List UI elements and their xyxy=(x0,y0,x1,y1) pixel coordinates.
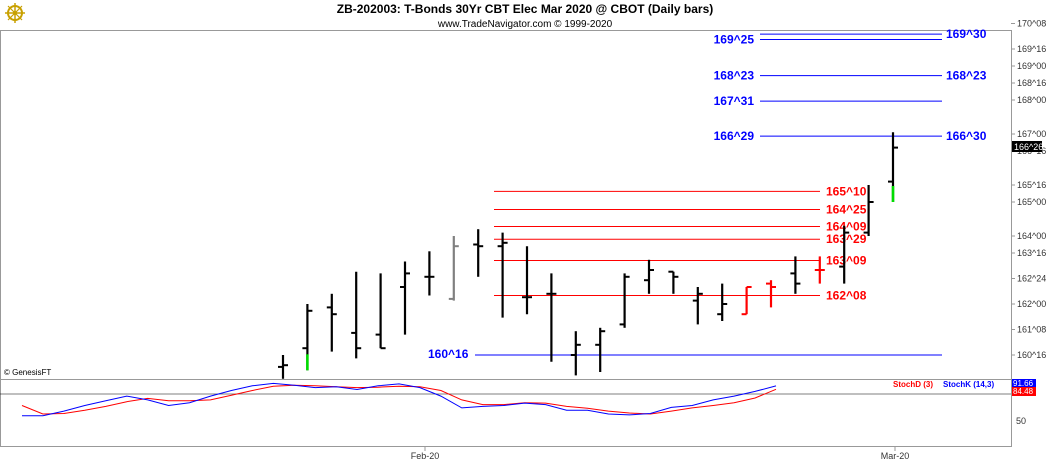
level-label: 162^08 xyxy=(826,289,867,303)
level-label: 164^25 xyxy=(826,202,867,216)
ohlc-bar xyxy=(473,229,484,277)
level-label: 163^09 xyxy=(826,253,867,267)
level-label: 168^23 xyxy=(714,69,755,83)
ship-wheel-logo-icon xyxy=(5,3,25,23)
ohlc-bar xyxy=(595,327,606,372)
ohlc-bar xyxy=(375,273,386,350)
ohlc-bar xyxy=(278,355,288,379)
ohlc-bar xyxy=(668,270,679,294)
chart-subtitle: www.TradeNavigator.com © 1999-2020 xyxy=(437,19,613,30)
level-label: 167^31 xyxy=(714,94,755,108)
level-label: 163^29 xyxy=(826,232,867,246)
ohlc-bar xyxy=(351,271,362,359)
ohlc-bar xyxy=(863,185,874,236)
ohlc-bar xyxy=(888,132,898,202)
stochk-value-box xyxy=(1012,379,1036,388)
y-tick-label: 169^16 xyxy=(1017,44,1046,54)
ohlc-bar xyxy=(424,251,435,296)
ohlc-bars xyxy=(278,132,898,379)
y-tick-label: 168^16 xyxy=(1017,78,1046,88)
y-tick-label: 163^16 xyxy=(1017,248,1046,258)
level-label: 166^29 xyxy=(714,129,755,143)
legend-stochd: StochD (3) xyxy=(893,380,933,389)
legend-stochk: StochK (14,3) xyxy=(943,380,994,389)
ohlc-bar xyxy=(546,273,557,362)
level-label: 164^09 xyxy=(826,219,867,233)
y-tick-label: 160^16 xyxy=(1017,350,1046,360)
last-price-box xyxy=(1012,141,1042,152)
stoch-tick-50: 50 xyxy=(1016,416,1026,426)
x-tick-feb: Feb-20 xyxy=(411,451,440,461)
ohlc-bar xyxy=(692,287,703,325)
ohlc-bar xyxy=(790,256,801,294)
y-tick-label: 162^00 xyxy=(1017,299,1046,309)
y-tick-label: 170^08 xyxy=(1017,19,1046,29)
credit-text: © GenesisFT xyxy=(4,368,51,377)
y-tick-label: 161^08 xyxy=(1017,325,1046,335)
level-label: 165^10 xyxy=(826,184,867,198)
y-tick-label: 165^16 xyxy=(1017,180,1046,190)
ohlc-bar xyxy=(619,273,630,328)
ohlc-bar xyxy=(326,293,337,352)
stochd-value: 84.48 xyxy=(1013,387,1034,396)
ohlc-bar xyxy=(644,259,654,294)
y-tick-label: 162^24 xyxy=(1017,274,1046,284)
chart-title: ZB-202003: T-Bonds 30Yr CBT Elec Mar 202… xyxy=(337,2,714,16)
x-tick-mar: Mar-20 xyxy=(881,451,910,461)
level-label: 168^23 xyxy=(946,69,987,83)
level-label: 169^25 xyxy=(714,32,755,46)
last-price-label: 166^26 xyxy=(1014,142,1043,152)
ohlc-bar xyxy=(522,246,532,315)
stochd-value-box xyxy=(1012,387,1036,396)
y-tick-label: 165^00 xyxy=(1017,197,1046,207)
ohlc-bar xyxy=(766,280,776,308)
ohlc-bar xyxy=(741,286,752,316)
y-tick-label: 168^00 xyxy=(1017,95,1046,105)
price-axis: 170^08 169^16 169^00 168^16 168^00 167^00 166^… xyxy=(1011,19,1046,360)
level-label: 169^30 xyxy=(946,27,987,41)
price-levels: 169^30 169^25 168^23 168^23 167^31 166^29 166^… xyxy=(428,27,987,361)
ohlc-bar xyxy=(497,232,508,318)
ohlc-bar xyxy=(814,256,825,284)
stochastic-panel xyxy=(0,382,1011,417)
level-label: 166^30 xyxy=(946,129,987,143)
stoch-line xyxy=(22,382,777,417)
ohlc-bar xyxy=(448,236,459,301)
stochk-value: 91.66 xyxy=(1013,379,1034,388)
ohlc-bar xyxy=(717,283,728,321)
y-tick-label: 169^00 xyxy=(1017,61,1046,71)
level-label: 160^16 xyxy=(428,347,469,361)
ohlc-bar xyxy=(400,261,410,335)
ohlc-bar xyxy=(302,304,313,371)
y-tick-label: 167^00 xyxy=(1017,129,1046,139)
ohlc-bar xyxy=(839,225,850,284)
ohlc-bar xyxy=(570,331,581,376)
y-tick-label: 164^00 xyxy=(1017,231,1046,241)
